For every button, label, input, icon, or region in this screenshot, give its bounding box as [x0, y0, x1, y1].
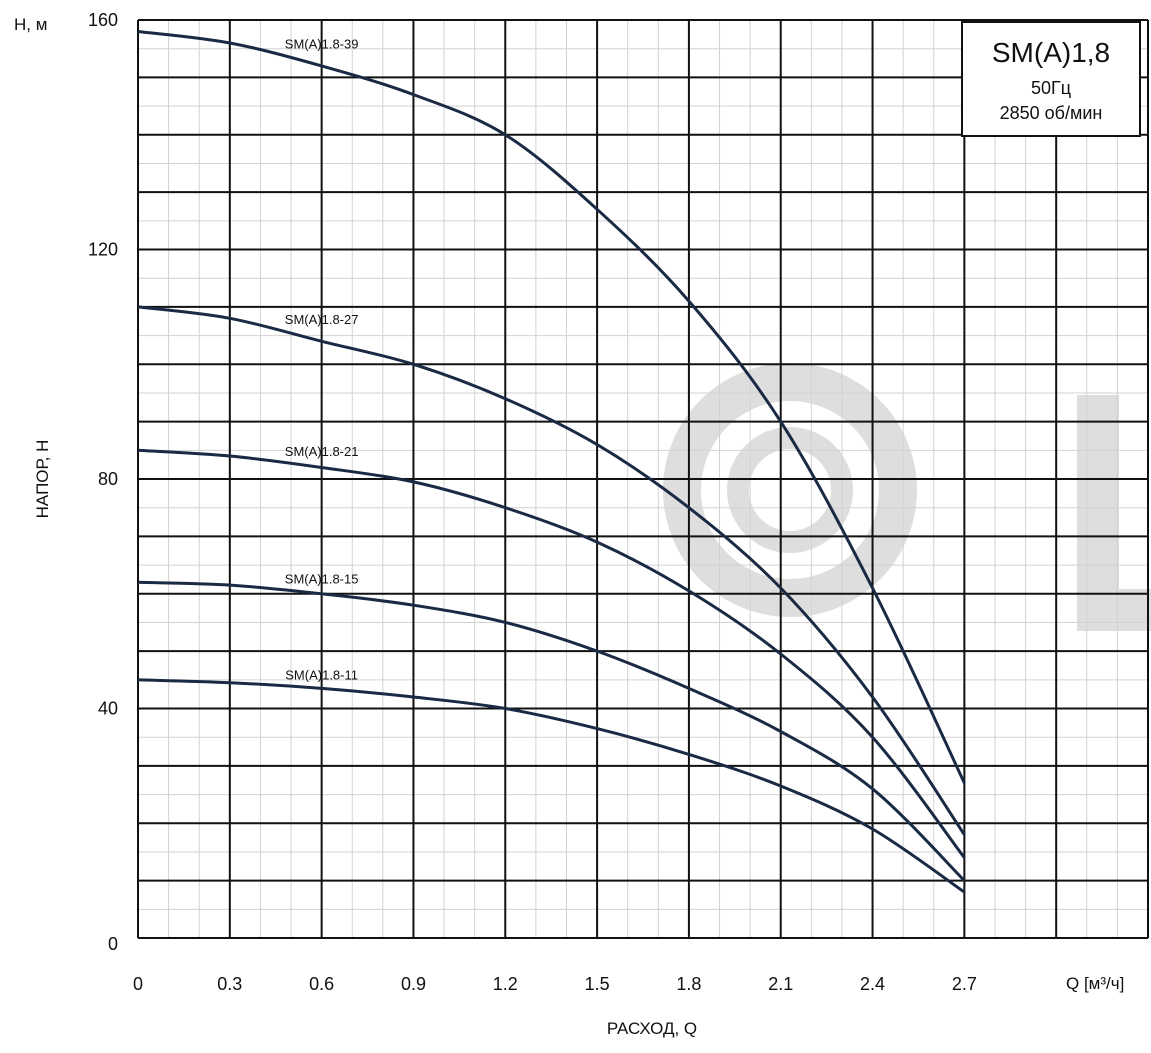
chart-title: SM(A)1,8 [992, 37, 1110, 68]
performance-curves [137, 30, 966, 894]
y-tick-label: 40 [98, 699, 118, 719]
x-tick-label: 1.2 [493, 974, 518, 994]
y-tick-label: 0 [108, 934, 118, 954]
watermark-logo [663, 363, 1151, 631]
y-unit-label: Н, м [14, 15, 47, 34]
x-tick-label: 2.4 [860, 974, 885, 994]
y-tick-label: 80 [98, 469, 118, 489]
series-line [137, 678, 966, 894]
x-tick-label: 2.7 [952, 974, 977, 994]
chart-subtitle-frequency: 50Гц [1031, 78, 1071, 98]
series-line [137, 448, 966, 859]
series-line [137, 305, 966, 836]
series-label: SM(A)1.8-27 [285, 312, 359, 327]
series-line [137, 580, 966, 882]
grid-major [137, 19, 1149, 939]
series-label: SM(A)1.8-39 [285, 36, 359, 51]
title-box [961, 21, 1141, 137]
x-tick-labels: 0 0.3 0.6 0.9 1.2 1.5 1.8 2.1 2.4 2.7 [133, 974, 977, 994]
x-tick-label: 0.6 [309, 974, 334, 994]
y-axis-label: НАПОР, Н [33, 440, 52, 519]
x-axis-label: РАСХОД, Q [607, 1019, 697, 1038]
x-tick-label: 2.1 [768, 974, 793, 994]
y-tick-label: 160 [88, 10, 118, 30]
series-label: SM(A)1.8-21 [285, 444, 359, 459]
watermark-inner-ring [727, 427, 853, 553]
x-tick-label: 0 [133, 974, 143, 994]
watermark-letter-l [1077, 395, 1151, 631]
x-tick-label: 1.8 [676, 974, 701, 994]
x-tick-label: 0.9 [401, 974, 426, 994]
series-line [137, 30, 966, 784]
series-label: SM(A)1.8-11 [285, 668, 358, 683]
series-labels: SM(A)1.8-39 SM(A)1.8-27 SM(A)1.8-21 SM(A)1.… [285, 36, 359, 682]
y-tick-labels: 0 40 80 120 160 [88, 10, 118, 954]
x-tick-label: 1.5 [585, 974, 610, 994]
x-tick-label: 0.3 [217, 974, 242, 994]
x-unit-label: Q [м³/ч] [1066, 974, 1124, 993]
series-label: SM(A)1.8-15 [285, 571, 359, 586]
y-tick-label: 120 [88, 240, 118, 260]
chart-subtitle-speed: 2850 об/мин [1000, 103, 1103, 123]
watermark-outer-ring [663, 363, 917, 617]
